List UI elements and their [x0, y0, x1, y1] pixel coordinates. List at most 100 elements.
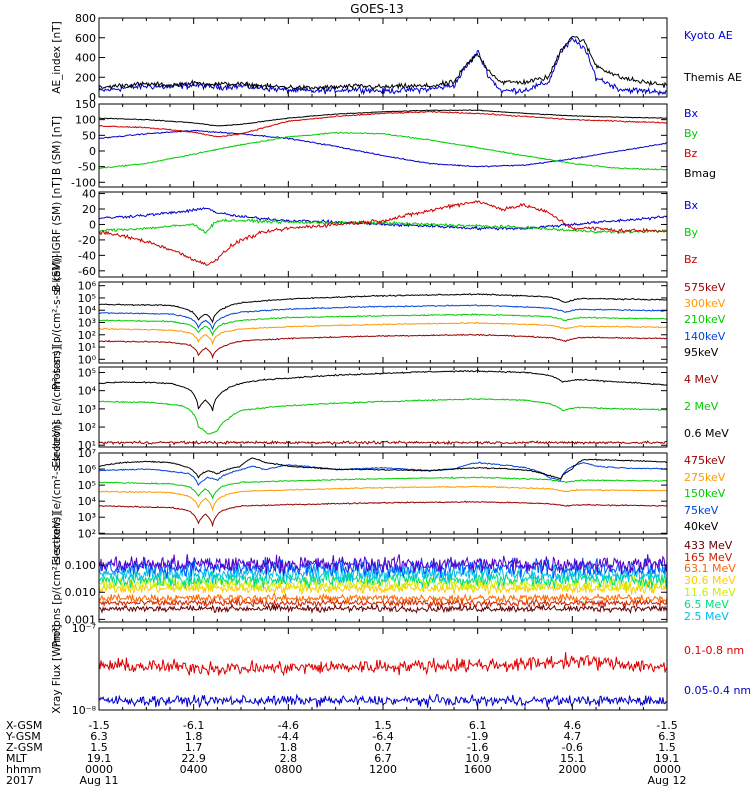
series-line-electrons_kev-0 — [99, 500, 667, 528]
y-axis-label: Protons [p/(cm²-s-sr-keV)] — [51, 255, 63, 390]
series-line-protons_mev-0 — [99, 603, 667, 615]
series-line-electrons_mev-2 — [99, 369, 667, 412]
legend-entry: 275keV — [684, 471, 726, 484]
ephemeris-row-label: hhmm — [6, 763, 41, 776]
ephemeris-value: 0400 — [180, 763, 208, 776]
ephemeris-value: -1.5 — [88, 719, 109, 732]
legend-entry: 75keV — [684, 504, 719, 517]
y-tick-label: 10⁻⁸ — [72, 704, 97, 717]
y-tick-label: 10⁴ — [78, 304, 97, 317]
legend-entry: 210keV — [684, 313, 726, 326]
legend-entry: Bmag — [684, 167, 716, 180]
ephemeris-value: 6.1 — [469, 719, 487, 732]
ephemeris-value: 1.8 — [185, 730, 203, 743]
panel-frame — [98, 191, 668, 278]
panel-bdiff: -60 -40 -20 0 20 40 B (SM)-IGRF (SM) [nT] Bx By B… — [51, 177, 699, 292]
legend-entry: 6.5 MeV — [684, 598, 729, 611]
ephemeris-value: 1.7 — [185, 741, 203, 754]
legend-entry: Themis AE — [683, 71, 742, 84]
series-line-protons_mev-2 — [99, 592, 667, 605]
legend-entry: 63.1 MeV — [684, 562, 736, 575]
y-tick-label: 10⁶ — [78, 280, 97, 293]
ephemeris-row-label: 2017 — [6, 774, 34, 787]
series-line-electrons_kev-4 — [99, 457, 667, 480]
y-tick-label: -20 — [78, 234, 96, 247]
series-line-bsm-2 — [99, 110, 667, 138]
y-tick-label: 400 — [75, 52, 96, 65]
y-tick-label: 0.100 — [65, 559, 97, 572]
series-line-ae-1 — [99, 35, 667, 92]
y-axis-label: B (SM)-IGRF (SM) [nT] — [51, 177, 63, 292]
ephemeris-row-label: X-GSM — [6, 719, 42, 732]
ephemeris-value: -0.6 — [562, 741, 583, 754]
ephemeris-value: 1.5 — [658, 741, 676, 754]
legend-entry: Bz — [684, 147, 698, 160]
ephemeris-value: 1600 — [464, 763, 492, 776]
panel-frame — [98, 281, 668, 364]
y-axis-label: Protons [p/(cm²-s-sr-keV)] — [51, 513, 63, 648]
panel-xray: 10⁻⁸ 10⁻⁷ Xray Flux [W/m²] 0.1-0.8 nm 0.05-0… — [51, 622, 750, 717]
ephemeris-value: 1.8 — [280, 741, 298, 754]
ephemeris-value: 1.5 — [374, 719, 392, 732]
legend-entry: Kyoto AE — [684, 29, 733, 42]
ephemeris-value: 6.7 — [374, 752, 392, 765]
y-tick-label: 10² — [78, 329, 96, 342]
series-line-protons-0 — [99, 333, 667, 360]
series-line-protons-1 — [99, 321, 667, 346]
y-tick-label: 10⁵ — [78, 366, 96, 379]
ephemeris-value: 2.8 — [280, 752, 298, 765]
y-axis-label: Electrons [e/(cm²-s-sr)] — [51, 346, 63, 467]
legend-entry: 30.6 MeV — [684, 574, 736, 587]
ephemeris-table: X-GSMY-GSMZ-GSMMLThhmm2017-1.56.31.519.1… — [5, 719, 686, 787]
panel-ae: 0 200 400 600 800 AE_index [nT] Kyoto AE Themis… — [51, 12, 742, 104]
series-line-bdiff-2 — [99, 200, 667, 267]
y-axis-label: B (SM) [nT] — [51, 116, 63, 175]
ephemeris-value: Aug 12 — [648, 774, 687, 787]
series-line-protons-2 — [99, 313, 667, 337]
y-tick-label: -60 — [78, 265, 96, 278]
series-line-electrons_kev-1 — [99, 485, 667, 512]
legend-entry: 0.05-0.4 nm — [684, 684, 750, 697]
ephemeris-value: 19.1 — [655, 752, 680, 765]
ephemeris-value: 6.3 — [658, 730, 676, 743]
panel-bsm: -100 -50 0 50 100 150 B (SM) [nT] Bx By Bz Bmag — [51, 98, 716, 189]
legend-entry: Bx — [684, 107, 699, 120]
ephemeris-value: -1.9 — [467, 730, 488, 743]
y-tick-label: 10³ — [78, 511, 96, 524]
legend-entry: 11.6 MeV — [684, 586, 736, 599]
ephemeris-value: -6.1 — [183, 719, 204, 732]
legend-entry: 2.5 MeV — [684, 610, 729, 623]
ephemeris-value: -4.6 — [278, 719, 299, 732]
y-tick-label: 10³ — [78, 317, 96, 330]
ephemeris-value: 19.1 — [87, 752, 112, 765]
series-line-protons-4 — [99, 293, 667, 324]
series-line-protons_mev-3 — [99, 581, 667, 596]
series-line-protons-3 — [99, 304, 667, 331]
y-tick-label: 10⁴ — [78, 385, 97, 398]
legend-entry: By — [684, 127, 699, 140]
y-tick-label: -100 — [71, 176, 96, 189]
series-line-bsm-0 — [99, 129, 667, 168]
ephemeris-value: 15.1 — [560, 752, 585, 765]
legend-entry: 475keV — [684, 454, 726, 467]
ephemeris-value: -6.4 — [372, 730, 393, 743]
panel-electrons_kev: 10² 10³ 10⁴ 10⁵ 10⁶ 10⁷ Electrons [e/(cm²-s-sr… — [51, 422, 726, 566]
y-tick-label: 10¹ — [78, 341, 96, 354]
ephemeris-value: 1.5 — [90, 741, 108, 754]
ephemeris-value: 2000 — [558, 763, 586, 776]
legend-entry: 165 MeV — [684, 551, 733, 564]
series-line-electrons_kev-3 — [99, 461, 667, 486]
y-tick-label: 100 — [75, 114, 96, 127]
y-axis-label: Electrons [e/(cm²-s-sr-keV)] — [51, 422, 63, 566]
y-tick-label: 10⁵ — [78, 479, 96, 492]
series-line-protons_mev-5 — [99, 568, 667, 589]
panel-frame — [98, 452, 668, 535]
ephemeris-value: 0800 — [274, 763, 302, 776]
legend-entry: 300keV — [684, 297, 726, 310]
y-tick-label: 10⁴ — [78, 495, 97, 508]
ephemeris-row-label: MLT — [6, 752, 27, 765]
series-line-electrons_kev-2 — [99, 476, 667, 500]
y-tick-label: 0.001 — [65, 613, 97, 626]
